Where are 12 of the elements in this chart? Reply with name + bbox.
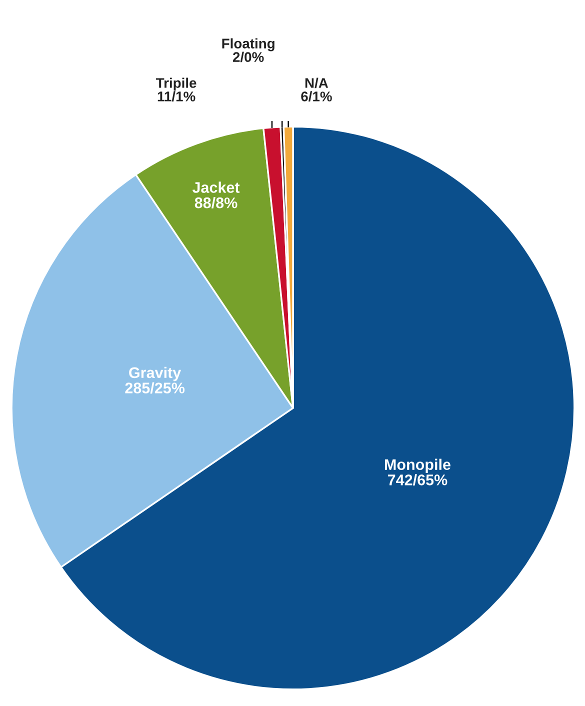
slice-label: N/A <box>305 78 328 88</box>
data-label: 6/1% <box>301 91 332 102</box>
data-label: 742/65% <box>388 474 448 486</box>
slice-label: Gravity <box>129 366 182 382</box>
slice-label: Monopile <box>384 458 450 474</box>
slice-label: Tripile <box>156 78 196 91</box>
slice-label: Jacket <box>192 182 240 193</box>
data-label: 285/25% <box>125 382 185 394</box>
slice-label: Floating <box>222 38 274 52</box>
data-label: 2/0% <box>232 52 264 62</box>
data-label: 11/1% <box>158 91 196 102</box>
data-label: 88/8% <box>194 197 238 208</box>
